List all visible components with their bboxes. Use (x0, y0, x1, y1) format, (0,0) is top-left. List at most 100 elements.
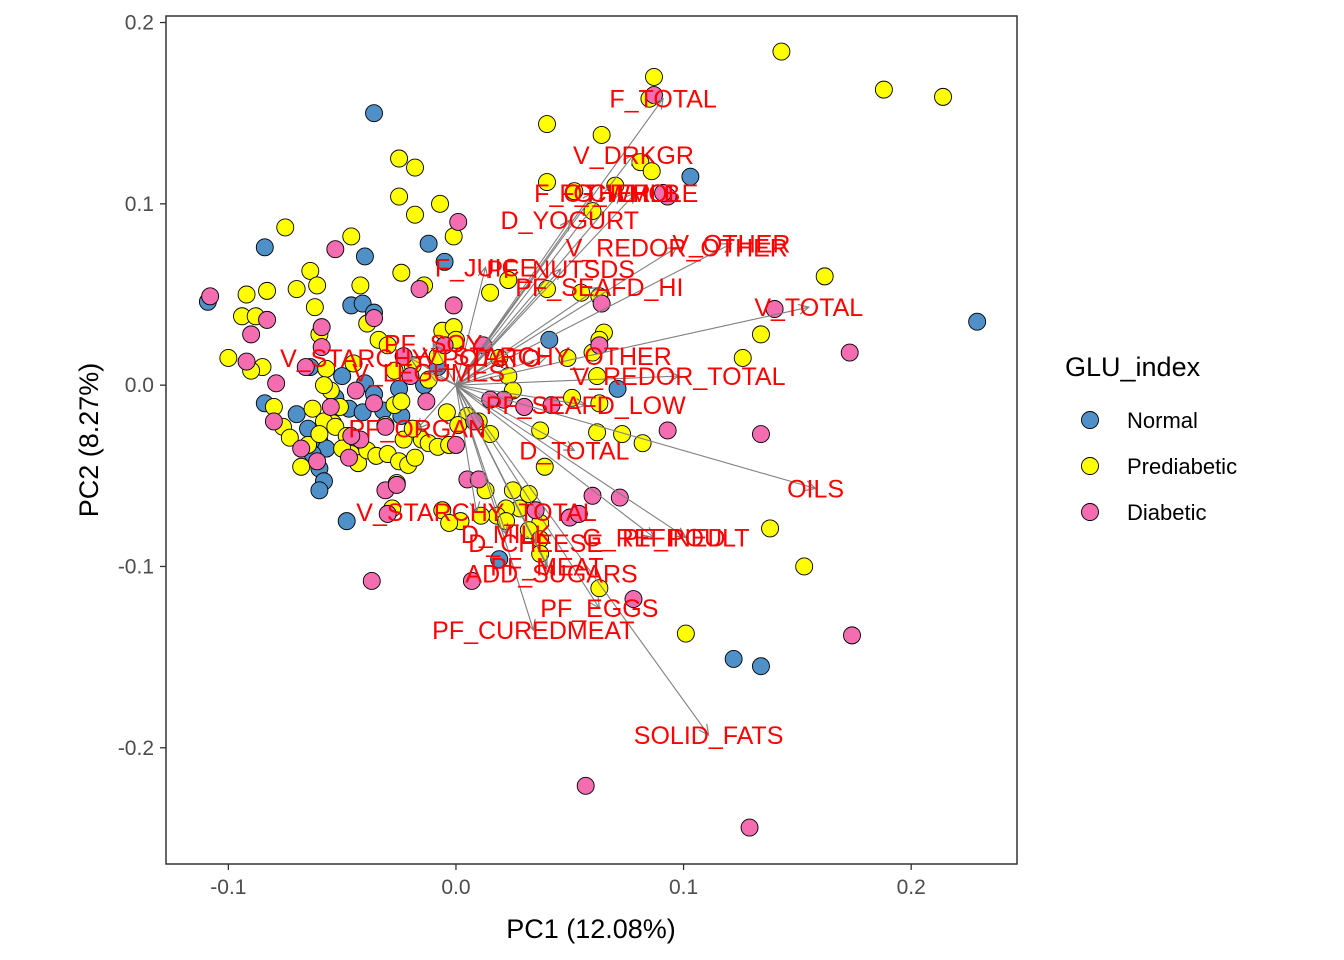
loading-arrow (455, 384, 687, 539)
scatter-point (390, 187, 409, 206)
scatter-point (280, 428, 299, 447)
scatter-point (392, 392, 411, 411)
scatter-point (751, 657, 770, 676)
x-tick-label: -0.1 (210, 876, 246, 899)
loading-arrow (455, 353, 549, 386)
loading-label: G_WHOLE (573, 180, 698, 208)
x-tick-label: 0.0 (441, 876, 470, 899)
scatter-point (292, 439, 311, 458)
scatter-point (315, 376, 333, 395)
scatter-point (624, 590, 643, 609)
loading-label: F_OTHER (534, 180, 651, 208)
scatter-point (462, 572, 481, 590)
scatter-point (346, 381, 365, 400)
loading-label: V_OTHER (672, 231, 790, 259)
x-axis-title: PC1 (12.08%) (506, 914, 676, 944)
loading-arrows (409, 97, 817, 737)
loading-arrow (455, 384, 710, 737)
scatter-point (305, 298, 324, 317)
loading-label: PF_SOY (384, 330, 483, 358)
scatter-point (490, 550, 509, 569)
loading-label: V_STARCHY_OTHER (422, 343, 672, 371)
scatter-point (365, 394, 383, 413)
loading-label: D_CHEESE (468, 530, 603, 558)
scatter-point (406, 205, 424, 224)
y-tick-label: 0.0 (125, 374, 154, 397)
legend-label: Normal (1127, 408, 1198, 433)
scatter-point (874, 80, 893, 99)
scatter-point (499, 271, 518, 289)
legend: GLU_index Normal Prediabetic Diabetic (1065, 352, 1237, 525)
scatter-point (355, 247, 374, 266)
loading-arrow (455, 384, 817, 492)
scatter-point (201, 287, 220, 306)
scatter-point (337, 512, 356, 531)
scatter-point (344, 354, 363, 373)
scatter-point (292, 457, 311, 476)
loading-label: V_LEGUMES (352, 359, 505, 387)
scatter-point (287, 280, 306, 299)
loading-label: PF_NUTSDS (486, 256, 635, 284)
scatter-point (385, 361, 404, 380)
scatter-points (198, 42, 987, 837)
loading-label: PF_POULT (622, 524, 749, 552)
scatter-point (321, 397, 340, 416)
scatter-point (613, 425, 632, 444)
loading-arrow (432, 342, 457, 386)
scatter-point (645, 67, 663, 86)
loading-label: PF_EGGS (540, 595, 658, 623)
loading-arrow (455, 303, 811, 386)
scatter-point (583, 486, 602, 505)
scatter-point (310, 481, 329, 500)
loading-arrow (455, 384, 656, 539)
loading-label: SOLID_FATS (634, 722, 784, 750)
loading-label: D_MILK (461, 521, 552, 549)
scatter-point (287, 405, 306, 424)
loading-arrow (455, 384, 588, 410)
x-tick-label: 0.1 (669, 876, 698, 899)
loading-arrow (455, 384, 601, 610)
scatter-point (565, 182, 584, 201)
loading-label: V_STARCHY_POTATO (280, 345, 541, 373)
scatter-point (237, 285, 256, 304)
scatter-point (362, 572, 381, 590)
scatter-point (535, 457, 554, 476)
scatter-point (406, 158, 424, 177)
scatter-point (590, 579, 609, 598)
loading-arrow (455, 286, 601, 386)
loading-arrow (455, 265, 489, 386)
scatter-point (237, 352, 256, 371)
loading-label: PF_SEAFD_HI (515, 274, 683, 302)
scatter-point (481, 283, 500, 302)
scatter-point (255, 238, 274, 257)
loading-arrow (455, 191, 621, 386)
scatter-point (308, 452, 327, 471)
scatter-point (642, 162, 661, 181)
scatter-point (531, 421, 550, 440)
scatter-point (569, 504, 588, 523)
loading-arrow (455, 153, 635, 386)
loading-labels: F_TOTAL V_DRKGR F_OTHERF_CITMLBG_WHOLED_YO… (280, 86, 863, 750)
x-axis: -0.1 0.0 0.1 0.2 (210, 864, 926, 899)
scatter-point (376, 417, 395, 436)
y-axis-title: PC2 (8.27%) (74, 363, 104, 518)
scatter-point (968, 312, 987, 331)
scatter-point (538, 115, 556, 134)
scatter-point (934, 87, 952, 106)
scatter-point (296, 358, 315, 376)
loading-arrow (455, 246, 678, 386)
scatter-point (365, 309, 383, 328)
loading-label: PF_MEAT (490, 553, 603, 581)
loading-arrow (455, 384, 536, 632)
scatter-point (449, 213, 468, 231)
loading-arrow (455, 384, 576, 452)
scatter-point (654, 184, 673, 202)
loading-arrow (455, 268, 562, 386)
scatter-point (333, 367, 352, 386)
scatter-point (751, 325, 770, 344)
loading-label: PF_ORGAN (349, 416, 487, 444)
scatter-point (576, 776, 595, 795)
scatter-point (751, 425, 770, 444)
loading-label: V_DRKGR (573, 142, 694, 170)
